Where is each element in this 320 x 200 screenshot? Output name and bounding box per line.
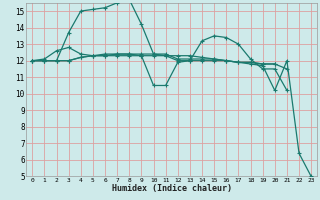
X-axis label: Humidex (Indice chaleur): Humidex (Indice chaleur) <box>112 184 232 193</box>
